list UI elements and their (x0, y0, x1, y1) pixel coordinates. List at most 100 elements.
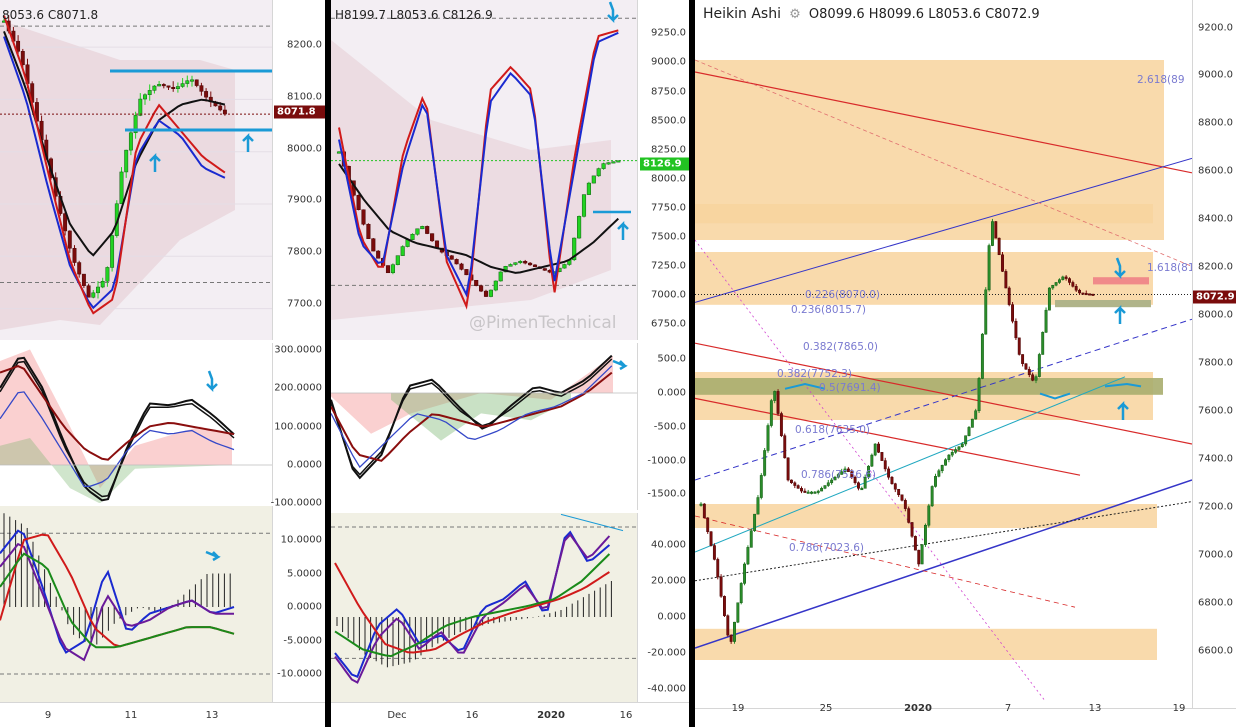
ha-candle-body (753, 513, 757, 532)
ha-candle-body (880, 452, 884, 461)
left-candle-body (138, 98, 143, 116)
right-time-tick: 13 (1088, 703, 1102, 714)
middle-osc2-axis[interactable]: 40.000 20.000 0.000 -20.000 -40.000 (637, 513, 689, 702)
middle-price-tick: 9250.0 (651, 27, 686, 39)
blue-trendline-dashed (695, 318, 1192, 481)
right-price-tick: 8400.0 (1198, 213, 1233, 225)
left-price-tick: 7800.0 (287, 246, 322, 258)
left-candle-body (63, 213, 68, 232)
middle-price-tick: 7750.0 (651, 202, 686, 214)
red-trendline (695, 71, 1192, 174)
settings-icon[interactable]: ⚙ (789, 7, 801, 22)
middle-price-plot[interactable]: H8199.7 L8053.6 C8126.9 @PimenTechnical (331, 0, 637, 340)
right-price-tick: 8600.0 (1198, 165, 1233, 177)
right-price-axis[interactable]: 9200.0 9000.0 8800.0 8600.0 8400.0 8200.… (1192, 0, 1236, 708)
ha-candle-body (937, 470, 941, 477)
left-time-tick: 13 (205, 710, 219, 721)
ha-candle-body (843, 468, 847, 472)
ha-candle-body (749, 530, 753, 548)
left-candle-body (20, 51, 25, 66)
right-price-tick: 7400.0 (1198, 453, 1233, 465)
left-osc1-axis[interactable]: 300.0000 200.0000 100.0000 0.0000 -100.0… (271, 343, 325, 509)
middle-candle-body (395, 255, 400, 265)
highlight-curve (784, 382, 826, 390)
ha-candle-body (1031, 374, 1035, 381)
right-time-tick: 25 (819, 703, 833, 714)
middle-price-tick: 7000.0 (651, 289, 686, 301)
middle-candle-body (503, 266, 508, 273)
ha-candle-body (1054, 282, 1058, 286)
ha-candle-body (1061, 276, 1065, 280)
middle-candle-body (449, 255, 454, 260)
left-osc2-tick: 5.0000 (287, 568, 322, 580)
ha-candle-body (980, 333, 984, 379)
left-candle-body (143, 94, 147, 100)
middle-osc1-plot[interactable] (331, 343, 637, 510)
left-osc1-plot[interactable] (0, 343, 272, 503)
chart-type-label[interactable]: Heikin Ashi (703, 6, 781, 22)
middle-osc2-tick: -20.000 (647, 647, 686, 659)
left-time-tick: 11 (124, 710, 138, 721)
ha-candle-body (850, 471, 854, 478)
signal-line-black-2 (331, 358, 613, 476)
left-price-plot[interactable]: 8053.6 C8071.8 (0, 0, 272, 340)
middle-price-axis[interactable]: 9250.0 9000.0 8750.0 8500.0 8250.0 8000.… (637, 0, 689, 340)
ha-candle-body (793, 482, 797, 486)
ha-candle-body (970, 418, 974, 428)
osc-purple (334, 533, 611, 684)
middle-last-price-badge: 8126.9 (640, 157, 689, 171)
middle-candle-body (430, 233, 435, 242)
supply-demand-zone (695, 628, 1157, 660)
middle-candle-body (518, 261, 523, 264)
ha-candle-body (833, 476, 837, 481)
ha-candle-body (706, 517, 710, 532)
left-osc2-axis[interactable]: 10.0000 5.0000 0.0000 -5.0000 -10.0000 (272, 506, 325, 702)
middle-time-axis[interactable]: Dec 16 2020 16 (331, 702, 689, 727)
ha-candle-body (820, 488, 824, 492)
left-candle-body (96, 286, 100, 294)
middle-osc2-plot[interactable] (331, 513, 637, 702)
middle-candle-body (498, 271, 503, 282)
trend-line (560, 513, 624, 532)
left-candle-body (86, 285, 91, 298)
left-time-axis[interactable]: 9 11 13 (0, 702, 325, 727)
left-osc2-plot[interactable] (0, 506, 272, 702)
left-candle-body (16, 40, 21, 52)
blue-wave (338, 31, 619, 298)
left-candle-body (166, 85, 171, 88)
ha-candle-body (836, 474, 840, 478)
arrow-down-icon (1114, 257, 1126, 280)
left-candle-body (218, 105, 223, 111)
left-last-price-badge: 8071.8 (274, 105, 325, 119)
ha-candle-body (967, 427, 971, 436)
ha-candle-body (806, 491, 810, 494)
ha-candle-body (1007, 287, 1011, 305)
ha-candle-body (910, 522, 914, 537)
middle-candle-body (454, 259, 459, 265)
middle-candle-body (577, 216, 582, 239)
left-candle-body (119, 171, 124, 205)
left-osc2-svg (0, 513, 272, 675)
ha-candle-body (977, 378, 981, 412)
ha-candle-body (826, 482, 830, 486)
ha-candle-body (900, 494, 904, 501)
middle-candle-body (479, 285, 484, 292)
middle-osc2-tick: 0.000 (657, 611, 686, 623)
red-trendline (695, 342, 1192, 445)
middle-time-tick: 2020 (537, 710, 565, 721)
right-price-tick: 7800.0 (1198, 357, 1233, 369)
cyan-trendline (695, 376, 1126, 553)
left-price-axis[interactable]: 8200.0 8100.0 8000.0 7900.0 7800.0 7700.… (272, 0, 325, 340)
ha-candle-body (773, 391, 777, 401)
left-osc2-tick: -5.0000 (283, 635, 322, 647)
middle-candle-body (528, 262, 533, 266)
fib-label-0786b: 0.786(7023.6) (789, 542, 864, 554)
fib-label-1618: 1.618(81 (1147, 262, 1192, 274)
right-price-plot[interactable]: Heikin Ashi ⚙ O8099.6 H8099.6 L8053.6 C8… (695, 0, 1192, 708)
ha-candle-body (873, 443, 877, 456)
ha-candle-body (1058, 279, 1061, 283)
right-time-axis[interactable]: 19 25 2020 7 13 19 (695, 703, 1236, 727)
middle-osc1-axis[interactable]: 500.0 0.000 -500.0 -1000.0 -1500.0 (637, 343, 689, 510)
left-candle-body (161, 84, 166, 87)
left-ohlc-close: C8071.8 (47, 8, 99, 22)
